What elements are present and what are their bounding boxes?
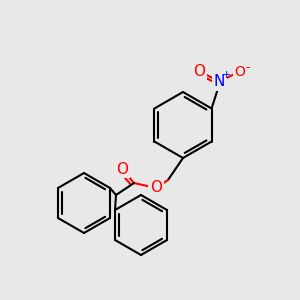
Text: O: O bbox=[194, 64, 206, 79]
Text: O: O bbox=[150, 181, 162, 196]
Text: N: N bbox=[214, 74, 225, 89]
Text: +: + bbox=[222, 70, 231, 80]
Text: O: O bbox=[116, 161, 128, 176]
Text: -: - bbox=[245, 61, 250, 74]
Text: O: O bbox=[234, 64, 245, 79]
